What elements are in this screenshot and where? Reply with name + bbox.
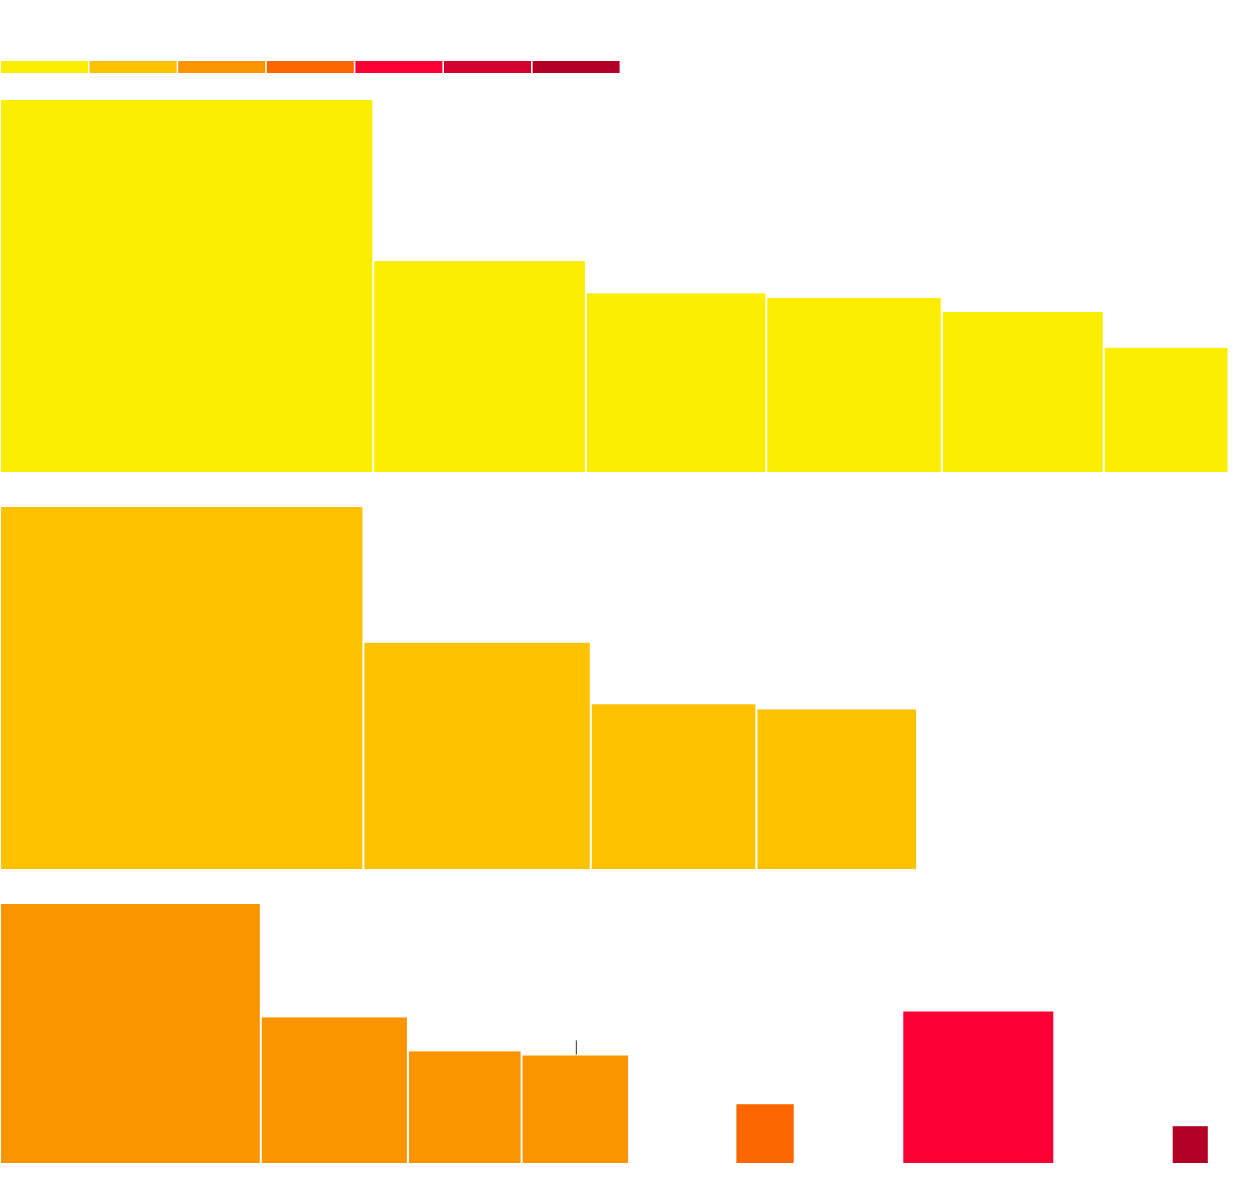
bar-p1-1 xyxy=(1,100,373,472)
bar-p3-6 xyxy=(903,1011,1054,1163)
legend-swatch-5 xyxy=(355,61,443,73)
bar-p3-1 xyxy=(1,904,260,1163)
panel-3 xyxy=(1,904,1208,1163)
legend-swatch-1 xyxy=(1,61,88,73)
bar-p2-1 xyxy=(1,507,363,869)
legend xyxy=(1,61,620,73)
legend-swatch-2 xyxy=(89,61,177,73)
panel-1 xyxy=(1,100,1228,472)
bar-p3-3 xyxy=(408,1051,521,1163)
bar-p1-4 xyxy=(767,297,941,472)
bar-p3-5 xyxy=(736,1104,794,1163)
bar-p3-2 xyxy=(261,1017,407,1163)
panel-2 xyxy=(1,507,917,870)
legend-swatch-6 xyxy=(444,61,531,73)
bar-p3-7 xyxy=(1172,1126,1208,1163)
bar-p3-4 xyxy=(522,1055,629,1163)
bar-p2-3 xyxy=(591,704,756,869)
legend-swatch-3 xyxy=(178,61,266,73)
legend-swatch-4 xyxy=(266,61,354,73)
bar-p2-4 xyxy=(757,709,917,869)
bar-p1-2 xyxy=(374,261,585,472)
chart-panels xyxy=(1,100,1228,1163)
bar-p1-3 xyxy=(586,293,766,472)
bar-p2-2 xyxy=(364,642,590,870)
bar-p1-6 xyxy=(1104,347,1228,472)
bar-p1-5 xyxy=(942,312,1103,472)
legend-swatch-7 xyxy=(532,61,620,73)
